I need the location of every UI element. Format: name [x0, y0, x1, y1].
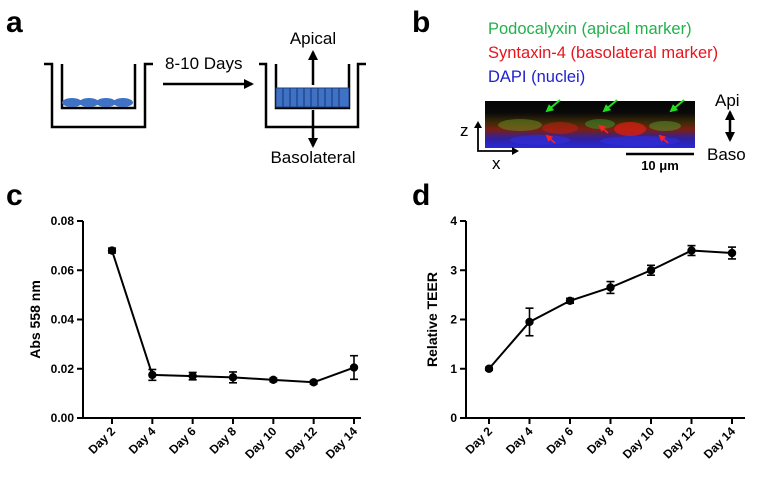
panel-a: a 8-10 Days — [6, 6, 366, 167]
duration-label: 8-10 Days — [165, 54, 242, 73]
data-point — [228, 373, 238, 382]
panel-letter-c: c — [6, 179, 23, 212]
y-tick-label: 0.08 — [51, 214, 75, 228]
x-tick-label: Day 2 — [86, 424, 119, 457]
data-point — [188, 371, 197, 381]
data-point — [269, 375, 278, 385]
x-tick-label: Day 8 — [584, 424, 617, 457]
x-tick-label: Day 4 — [126, 424, 159, 457]
scale-bar-label: 10 μm — [641, 158, 679, 173]
data-point — [349, 363, 359, 372]
x-tick-label: Day 14 — [701, 424, 738, 461]
data-point — [565, 296, 575, 305]
x-tick-label: Day 10 — [242, 424, 279, 461]
basolateral-label: Basolateral — [270, 148, 355, 167]
data-point — [646, 266, 656, 275]
x-tick-label: Day 12 — [660, 424, 697, 461]
axis-x-label: x — [492, 154, 501, 173]
xz-axis-icon — [477, 124, 516, 152]
data-point — [687, 246, 696, 255]
y-axis-label: Abs 558 nm — [27, 280, 43, 359]
data-point — [148, 370, 157, 380]
panel-letter-b: b — [412, 6, 430, 39]
y-tick-label: 4 — [450, 214, 457, 228]
data-point — [606, 283, 615, 292]
microscopy-image — [485, 99, 695, 148]
x-tick-label: Day 14 — [323, 424, 360, 461]
chart-c: 0.00 0.02 0.04 0.06 0.08 Abs 558 nm Day 2 Day 4… — [27, 214, 361, 461]
y-tick-label: 3 — [450, 263, 457, 277]
legend-syntaxin: Syntaxin-4 (basolateral marker) — [488, 44, 718, 62]
y-tick-label: 2 — [450, 313, 457, 327]
panel-d: d 0 1 2 3 4 Relative TEER Day 2 Day 4 Day 6 Day 8… — [412, 179, 745, 461]
x-tick-label: Day 8 — [207, 424, 240, 457]
x-tick-label: Day 4 — [503, 424, 536, 457]
y-tick-label: 0 — [450, 411, 457, 425]
axis-z-label: z — [460, 121, 469, 140]
series-line — [488, 249, 733, 370]
transwell-left-icon — [44, 62, 153, 129]
legend-podocalyxin: Podocalyxin (apical marker) — [488, 20, 692, 38]
data-point — [107, 246, 117, 255]
y-tick-label: 0.02 — [51, 362, 75, 376]
data-point — [727, 248, 737, 258]
y-axis-label: Relative TEER — [424, 272, 440, 367]
y-tick-label: 1 — [450, 362, 457, 376]
baso-label: Baso — [707, 145, 746, 164]
panel-b: b Podocalyxin (apical marker) Syntaxin-4… — [412, 6, 746, 173]
legend-dapi: DAPI (nuclei) — [488, 68, 585, 86]
api-label: Api — [715, 91, 740, 110]
x-tick-label: Day 2 — [463, 424, 496, 457]
data-point — [309, 378, 318, 387]
data-point — [484, 364, 494, 373]
data-point — [525, 317, 534, 327]
y-tick-label: 0.04 — [51, 313, 75, 327]
x-tick-label: Day 12 — [283, 424, 320, 461]
panel-letter-a: a — [6, 6, 23, 39]
series-line — [111, 250, 355, 384]
y-tick-label: 0.06 — [51, 263, 75, 277]
panel-letter-d: d — [412, 179, 430, 212]
x-tick-label: Day 6 — [166, 424, 199, 457]
apical-label: Apical — [290, 29, 336, 48]
x-tick-label: Day 6 — [544, 424, 577, 457]
y-tick-label: 0.00 — [51, 411, 75, 425]
x-tick-label: Day 10 — [620, 424, 657, 461]
